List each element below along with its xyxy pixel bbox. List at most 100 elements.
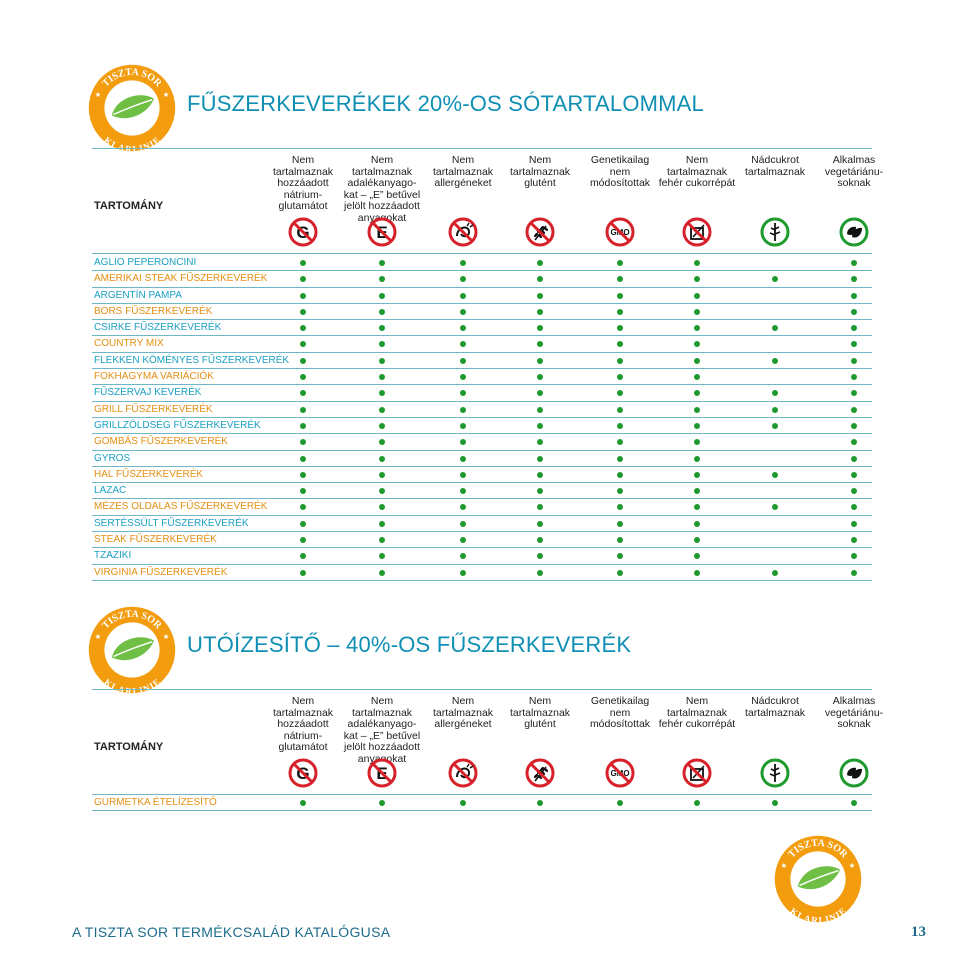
column-header: Nem tartalmaznak glutént	[509, 695, 571, 730]
check-dot	[617, 292, 623, 299]
star-icon: ★	[163, 90, 170, 99]
no-msg-icon: G	[288, 758, 318, 788]
check-dot	[851, 504, 857, 511]
vegetarian-icon	[839, 217, 869, 247]
check-dot	[537, 439, 543, 446]
check-dot	[772, 800, 778, 806]
check-dot	[772, 406, 778, 413]
check-dot	[379, 341, 385, 348]
check-dot	[772, 504, 778, 511]
check-dot	[694, 537, 700, 544]
check-dot	[537, 357, 543, 364]
product-name: TZAZIKI	[94, 550, 132, 562]
check-dot	[617, 471, 623, 478]
product-name: AGLIO PEPERONCINI	[94, 257, 197, 268]
check-dot	[300, 325, 306, 332]
product-name: AMERIKAI STEAK FŰSZERKEVERÉK	[94, 273, 268, 285]
star-icon: ★	[781, 861, 788, 870]
check-dot	[772, 471, 778, 478]
check-dot	[300, 520, 306, 527]
product-name: GYROS	[94, 452, 131, 464]
check-dot	[379, 325, 385, 332]
check-dot	[694, 374, 700, 381]
check-dot	[851, 455, 857, 462]
header-label: TARTOMÁNY	[94, 741, 164, 753]
table-row: MÉZES OLDALAS FŰSZERKEVERÉK	[92, 499, 872, 516]
product-table: GURMETKA ÉTELÍZESÍTŐ	[92, 795, 872, 812]
check-dot	[617, 390, 623, 397]
check-dot	[460, 471, 466, 478]
check-dot	[379, 276, 385, 283]
check-dot	[300, 308, 306, 315]
product-name: GURMETKA ÉTELÍZESÍTŐ	[94, 797, 217, 808]
product-name: LAZAC	[94, 485, 127, 497]
check-dot	[300, 276, 306, 283]
check-dot	[460, 488, 466, 495]
check-dot	[460, 260, 466, 266]
no-gmo-icon: GMO	[605, 217, 635, 247]
check-dot	[537, 260, 543, 266]
check-dot	[460, 308, 466, 315]
check-dot	[617, 308, 623, 315]
check-dot	[460, 504, 466, 511]
table-row: SERTÉSSÜLT FŰSZERKEVERÉK	[92, 516, 872, 533]
check-dot	[694, 553, 700, 560]
check-dot	[617, 260, 623, 266]
check-dot	[851, 260, 857, 266]
table-row: STEAK FŰSZERKEVERÉK	[92, 532, 872, 549]
no-gmo-icon: GMO	[605, 758, 635, 788]
check-dot	[300, 422, 306, 429]
table-row: VIRGINIA FŰSZERKEVERÉK	[92, 565, 872, 581]
check-dot	[694, 357, 700, 364]
table-row: CSIRKE FŰSZERKEVERÉK	[92, 320, 872, 337]
table-row: GRILLZÖLDSÉG FŰSZERKEVERÉK	[92, 418, 872, 435]
table-row: LAZAC	[92, 483, 872, 500]
check-dot	[851, 520, 857, 527]
column-header: Nem tartalmaznak fehér cukorrépát	[658, 695, 736, 730]
product-name: ARGENTÍN PAMPA	[94, 289, 182, 301]
product-name: GRILL FŰSZERKEVERÉK	[94, 403, 213, 415]
check-dot	[851, 800, 857, 806]
vegetarian-icon	[839, 758, 869, 788]
check-dot	[694, 406, 700, 413]
check-dot	[617, 406, 623, 413]
check-dot	[379, 357, 385, 364]
column-header: Genetikailag nem módosítottak	[589, 695, 651, 730]
check-dot	[617, 504, 623, 511]
check-dot	[379, 504, 385, 511]
check-dot	[537, 292, 543, 299]
check-dot	[694, 488, 700, 495]
check-dot	[694, 276, 700, 283]
column-header: Nem tartalmaznak glutént	[509, 154, 571, 189]
check-dot	[300, 800, 306, 806]
table-row: GURMETKA ÉTELÍZESÍTŐ	[92, 795, 872, 812]
page-number: 13	[911, 924, 926, 940]
header-label: TARTOMÁNY	[94, 200, 164, 212]
check-dot	[460, 374, 466, 381]
no-msg-icon: G	[288, 217, 318, 247]
check-dot	[694, 800, 700, 806]
cane-sugar-icon	[760, 758, 790, 788]
check-dot	[851, 422, 857, 429]
product-name: HAL FŰSZERKEVERÉK	[94, 468, 204, 480]
column-header: Nem tartalmaznak allergéneket	[432, 154, 494, 189]
table-row: FOKHAGYMA VARIÁCIÓK	[92, 369, 872, 386]
check-dot	[300, 341, 306, 348]
check-dot	[694, 341, 700, 348]
no-sugar-beet-icon	[682, 758, 712, 788]
check-dot	[460, 520, 466, 527]
table-row: BORS FŰSZERKEVERÉK	[92, 304, 872, 321]
check-dot	[617, 276, 623, 283]
check-dot	[851, 390, 857, 397]
check-dot	[694, 260, 700, 266]
table-row: GYROS	[92, 451, 872, 467]
no-allergen-icon	[448, 217, 478, 247]
product-name: FLEKKEN KÖMÉNYES FŰSZERKEVERÉK	[94, 354, 290, 366]
check-dot	[379, 422, 385, 429]
table-row: GRILL FŰSZERKEVERÉK	[92, 402, 872, 418]
check-dot	[379, 374, 385, 381]
table-row: COUNTRY MIX	[92, 336, 872, 353]
check-dot	[300, 374, 306, 381]
